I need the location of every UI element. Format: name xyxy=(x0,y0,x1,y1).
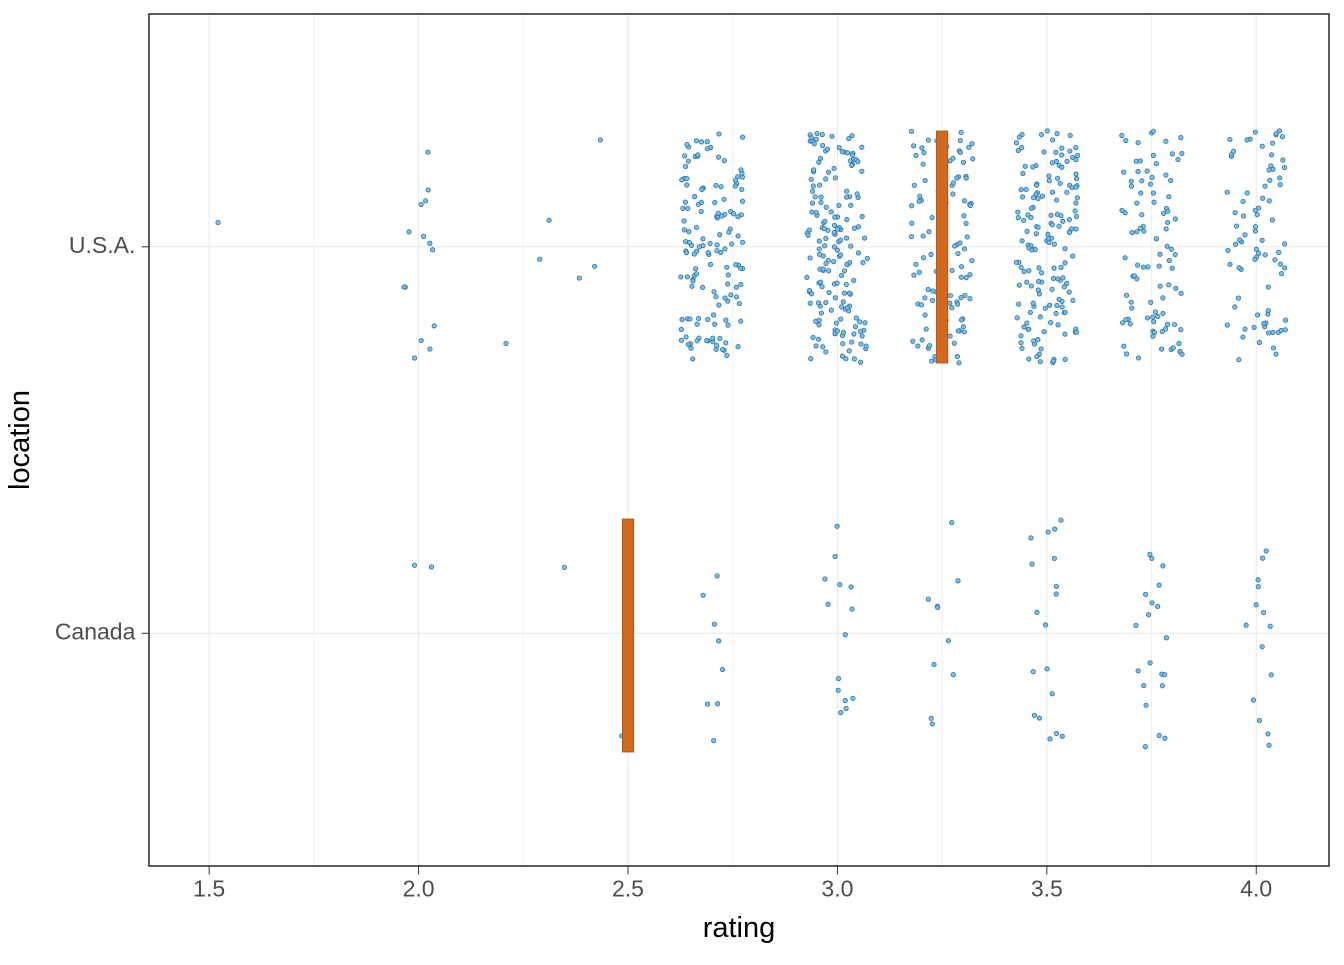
svg-text:1.5: 1.5 xyxy=(193,875,225,901)
svg-text:4.0: 4.0 xyxy=(1240,875,1272,901)
svg-text:3.5: 3.5 xyxy=(1031,875,1063,901)
svg-text:2.5: 2.5 xyxy=(612,875,644,901)
svg-text:2.0: 2.0 xyxy=(403,875,435,901)
svg-text:location: location xyxy=(4,390,36,490)
svg-text:U.S.A.: U.S.A. xyxy=(69,232,135,258)
svg-text:Canada: Canada xyxy=(55,618,136,644)
svg-text:3.0: 3.0 xyxy=(821,875,853,901)
svg-text:rating: rating xyxy=(703,912,776,944)
